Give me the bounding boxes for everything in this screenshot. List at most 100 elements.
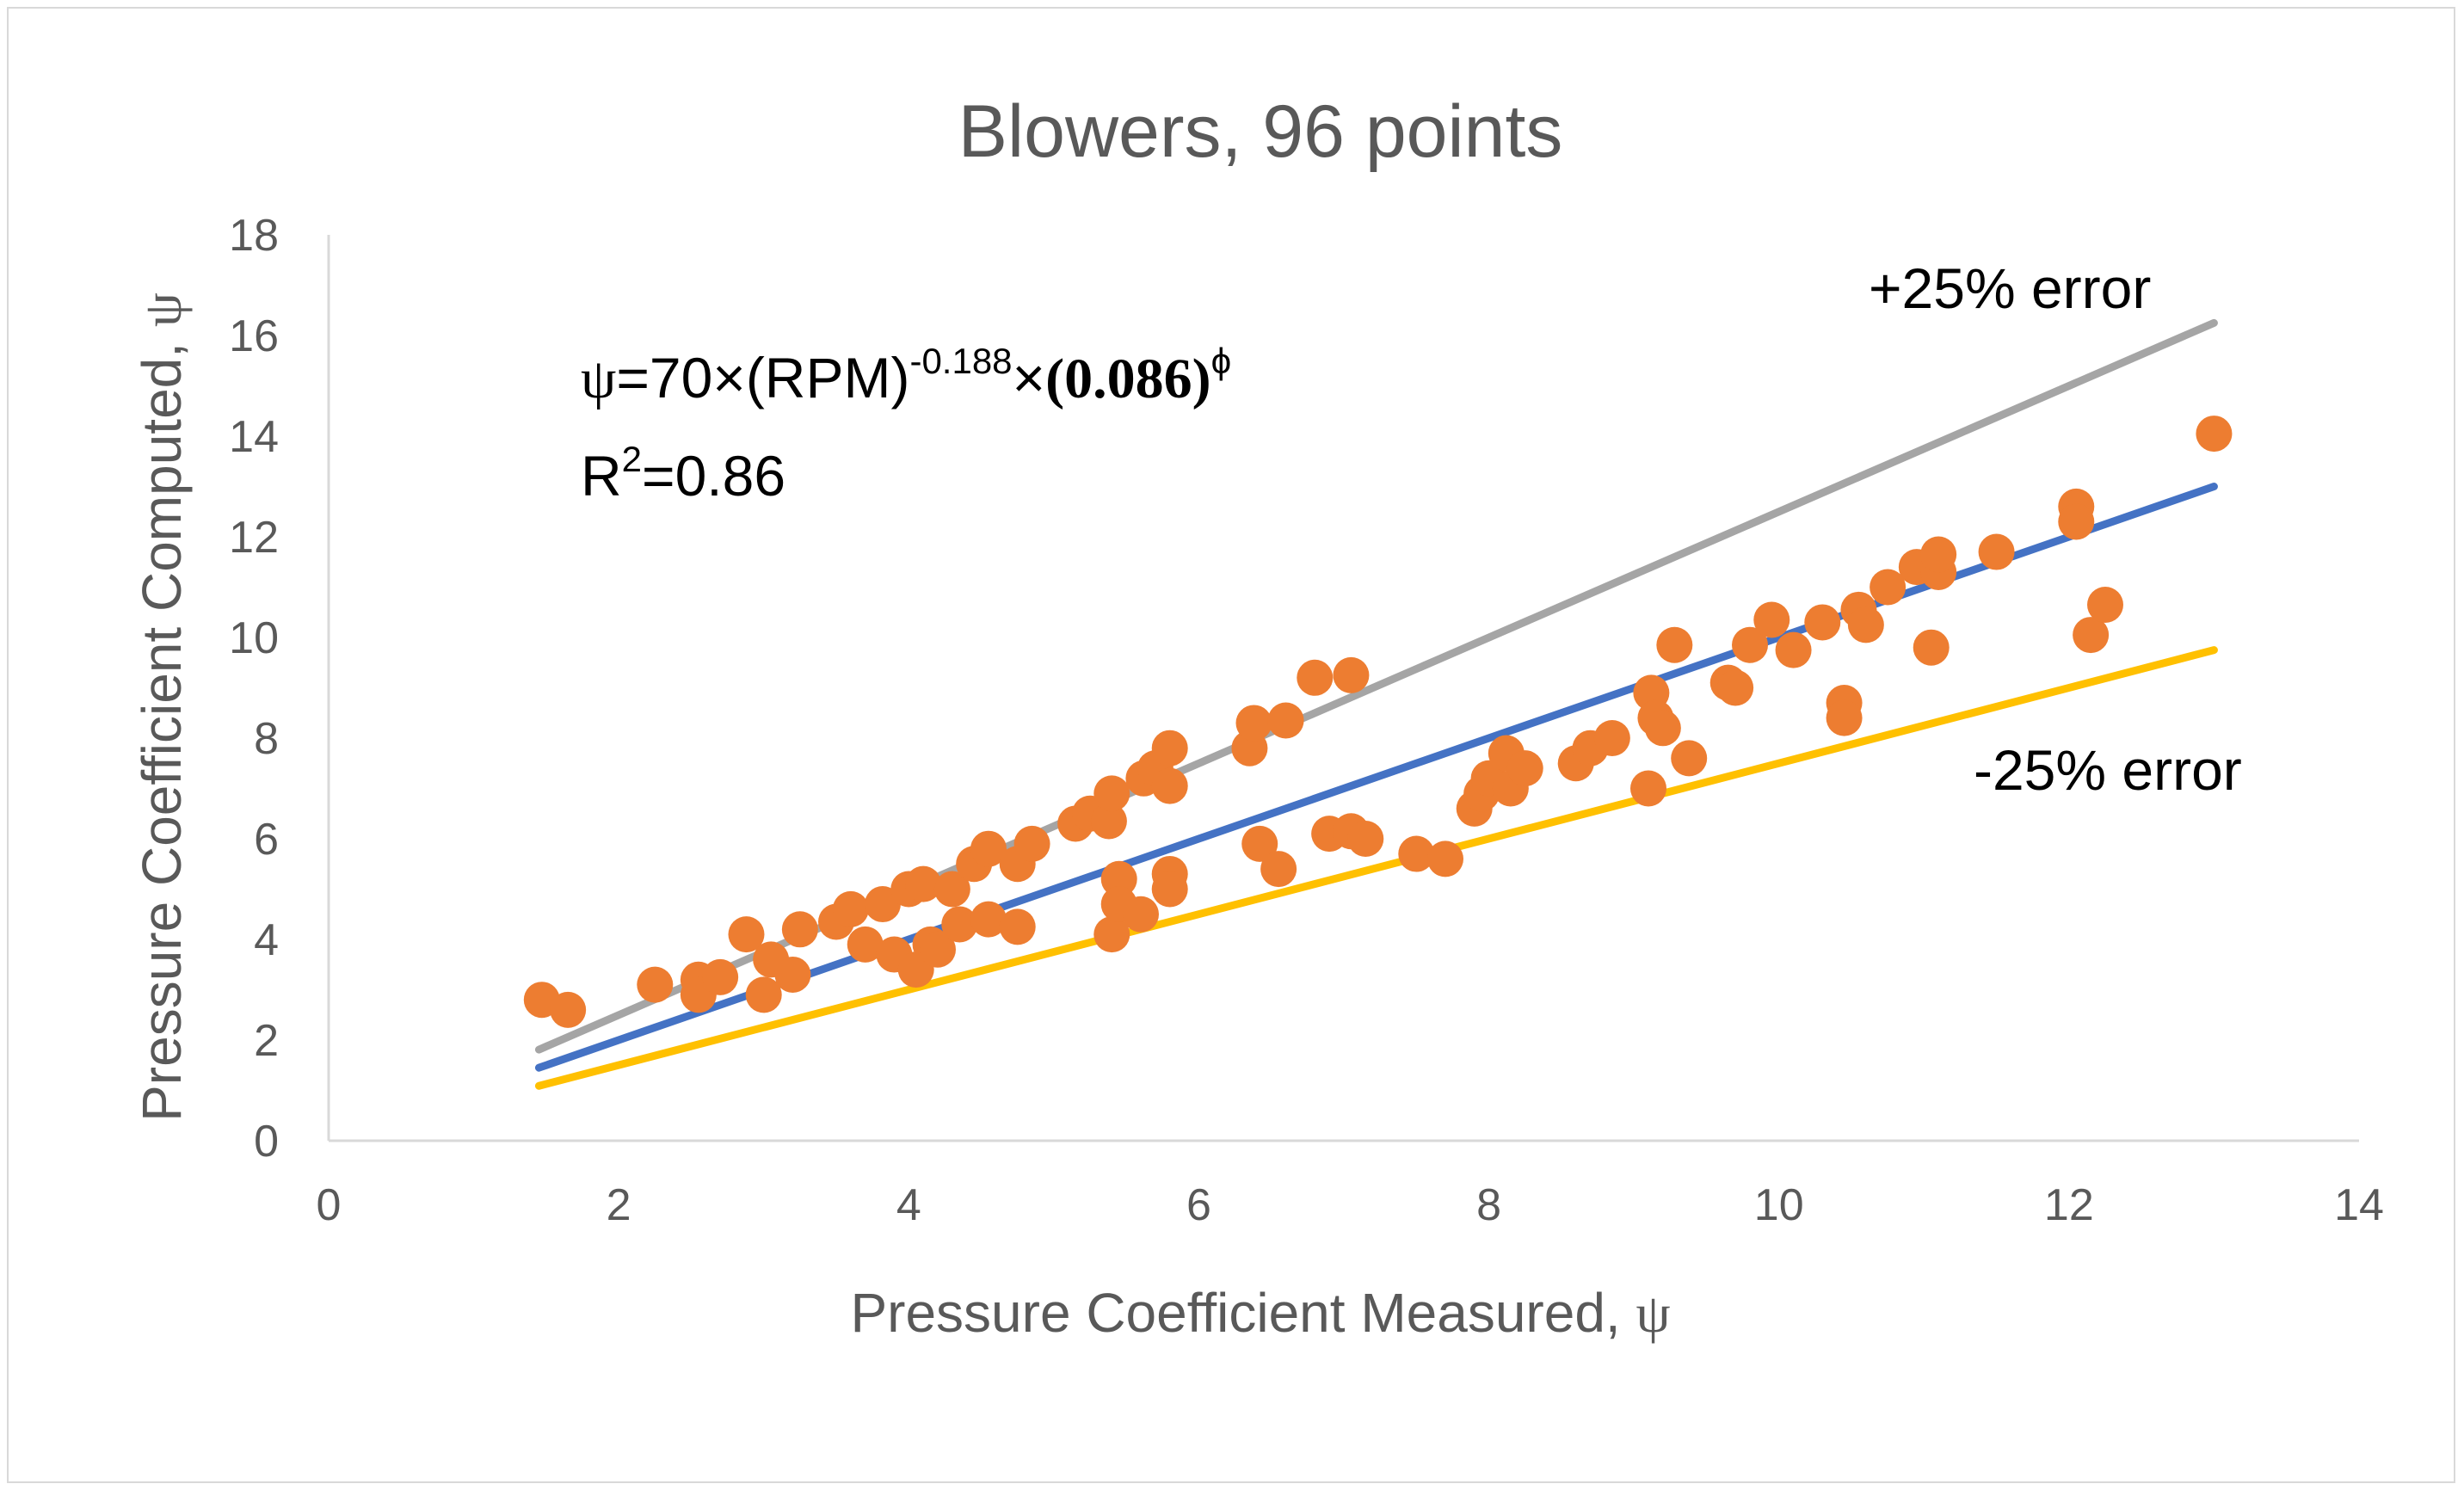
y-tick-label: 2: [254, 1016, 279, 1066]
scatter-chart: Blowers, 96 points ψ=70×(RPM)-0.188×(0.0…: [131, 90, 2384, 1344]
y-tick-label: 4: [254, 915, 279, 965]
line-25-error: [534, 318, 2218, 1054]
x-axis-title-symbol: ψ: [1635, 1283, 1670, 1344]
equation-psi: ψ: [581, 348, 616, 410]
data-point: [864, 886, 901, 923]
r-squared-r: R: [581, 444, 622, 508]
data-point: [1151, 730, 1188, 767]
chart-title: Blowers, 96 points: [958, 90, 1563, 173]
equation-annotation: ψ=70×(RPM)-0.188×(0.086)ϕ: [581, 341, 1231, 410]
data-point: [1978, 533, 2015, 570]
minus-25-error-label: -25% error: [1974, 738, 2242, 802]
data-point: [1333, 656, 1370, 693]
data-point: [1347, 821, 1384, 857]
x-tick-label: 14: [2334, 1180, 2384, 1230]
data-point: [1630, 770, 1666, 807]
data-point: [1123, 896, 1159, 933]
y-tick-label: 8: [254, 714, 279, 764]
x-tick-label: 4: [896, 1180, 921, 1230]
data-point: [1013, 825, 1050, 862]
y-tick-label: 14: [229, 412, 279, 462]
data-point: [1656, 626, 1693, 663]
y-tick-label: 0: [254, 1117, 279, 1167]
data-point: [1870, 569, 1907, 606]
data-point: [550, 991, 587, 1028]
y-axis-title-symbol: ψ: [132, 292, 193, 327]
data-point: [1753, 601, 1790, 638]
data-point: [1093, 916, 1130, 953]
data-point: [1267, 702, 1304, 739]
data-point: [933, 871, 970, 908]
data-point: [1847, 606, 1884, 643]
y-axis-title-text: Pressure Coefficient Computed,: [131, 327, 193, 1122]
data-point: [1398, 835, 1435, 872]
data-point: [702, 958, 739, 995]
data-point: [2058, 503, 2095, 540]
axes: 0 2 4 6 8 10 12 14 0 2 4 6 8 10 12 14 16 18: [229, 211, 2384, 1230]
y-tick-label: 16: [229, 311, 279, 361]
data-point: [1920, 536, 1957, 573]
x-tick-label: 10: [1754, 1180, 1804, 1230]
x-tick-label: 0: [317, 1180, 342, 1230]
y-tick-label: 10: [229, 613, 279, 663]
data-point: [1151, 767, 1188, 804]
x-tick-label: 6: [1186, 1180, 1211, 1230]
data-point: [2073, 617, 2110, 654]
equation-exponent-1: -0.188: [909, 341, 1012, 381]
y-tick-label: 6: [254, 815, 279, 865]
data-point: [1506, 750, 1543, 787]
data-point: [1090, 803, 1127, 840]
data-point: [1100, 860, 1137, 897]
data-point: [1732, 626, 1768, 663]
data-point: [2087, 586, 2123, 623]
data-point: [970, 830, 1007, 867]
chart-frame: Blowers, 96 points ψ=70×(RPM)-0.188×(0.0…: [7, 7, 2455, 1483]
equation-exponent-2: ϕ: [1211, 341, 1232, 381]
data-point: [1241, 825, 1278, 862]
data-point: [1717, 669, 1754, 706]
data-point: [999, 908, 1036, 945]
data-point: [905, 865, 942, 902]
data-point: [637, 966, 674, 1003]
data-point: [1804, 604, 1841, 641]
x-tick-label: 8: [1476, 1180, 1501, 1230]
x-tick-label: 2: [607, 1180, 631, 1230]
data-point: [1093, 775, 1130, 812]
data-point: [1913, 629, 1950, 666]
data-points: [523, 416, 2233, 1028]
data-point: [1151, 871, 1188, 908]
data-point: [1826, 699, 1863, 736]
data-point: [970, 901, 1007, 938]
data-point: [941, 906, 978, 943]
line-25-error: [534, 646, 2218, 1090]
data-point: [1235, 705, 1272, 742]
data-point: [1644, 710, 1681, 747]
data-point: [1427, 840, 1463, 877]
data-point: [774, 956, 811, 993]
data-point: [920, 931, 956, 968]
r-squared-sup: 2: [622, 439, 642, 479]
y-axis-title: Pressure Coefficient Computed, ψ: [131, 292, 193, 1122]
r-squared-annotation: R2=0.86: [581, 439, 785, 508]
data-point: [1593, 720, 1630, 756]
data-point: [2196, 416, 2233, 453]
equation-part-b: ×: [1013, 346, 1046, 409]
plus-25-error-label: +25% error: [1869, 256, 2151, 320]
y-tick-label: 12: [229, 513, 279, 563]
x-tick-label: 12: [2044, 1180, 2094, 1230]
data-point: [1671, 740, 1708, 777]
equation-part-a: =70×(RPM): [616, 346, 909, 409]
data-point: [1260, 851, 1297, 888]
data-point: [781, 911, 818, 948]
data-point: [745, 976, 782, 1013]
data-point: [1775, 631, 1812, 668]
data-point: [847, 926, 884, 963]
data-point: [728, 916, 765, 953]
data-point: [832, 890, 869, 927]
x-axis-title-text: Pressure Coefficient Measured,: [850, 1282, 1635, 1344]
r-squared-value: =0.86: [642, 444, 785, 508]
y-tick-label: 18: [229, 211, 279, 261]
equation-base: (0.086): [1045, 348, 1210, 410]
data-point: [1297, 659, 1334, 696]
x-axis-title: Pressure Coefficient Measured, ψ: [850, 1282, 1670, 1344]
